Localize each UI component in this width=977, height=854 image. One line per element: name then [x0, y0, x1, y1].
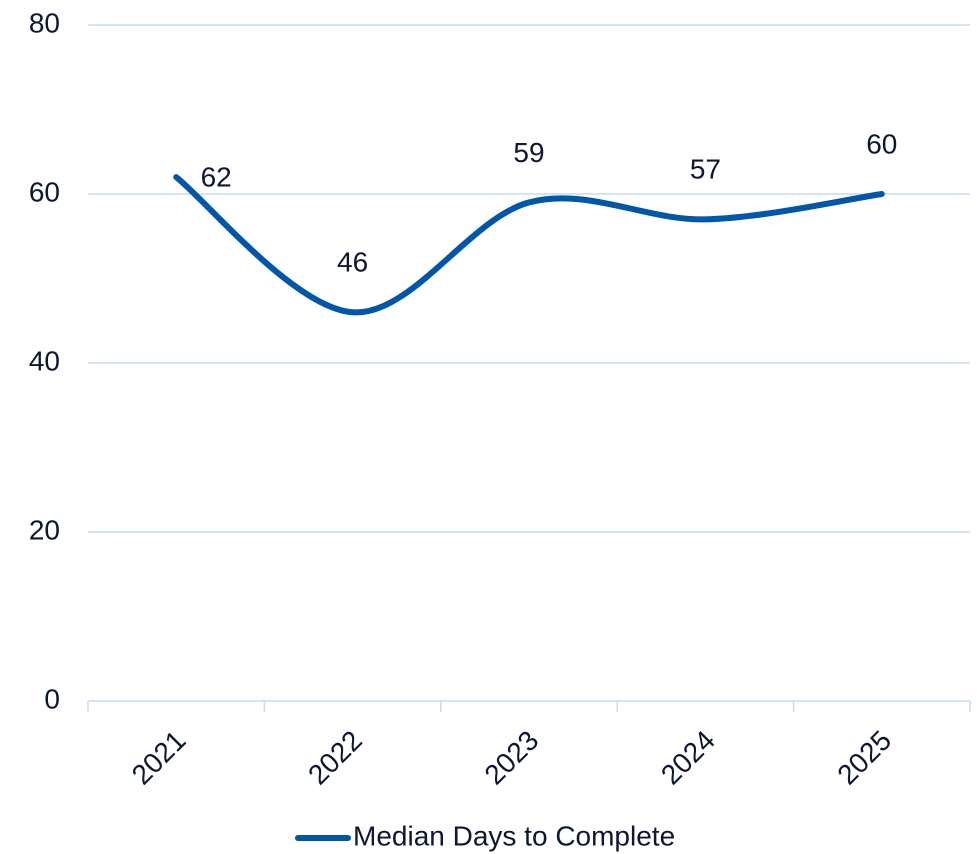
y-tick-label: 40: [29, 345, 60, 376]
x-tick-label: 2021: [126, 725, 192, 791]
data-label: 46: [337, 247, 368, 278]
x-tick-label: 2025: [831, 725, 897, 791]
data-label: 59: [513, 137, 544, 168]
y-tick-label: 20: [29, 514, 60, 545]
x-tick-label: 2023: [478, 725, 544, 791]
legend-label: Median Days to Complete: [353, 820, 675, 851]
data-label: 62: [201, 161, 232, 192]
data-label: 60: [866, 128, 897, 159]
x-tick-label: 2022: [302, 725, 368, 791]
y-tick-label: 0: [44, 683, 60, 714]
y-tick-label: 60: [29, 176, 60, 207]
y-tick-label: 80: [29, 7, 60, 38]
line: [173, 174, 885, 316]
x-tick-label: 2024: [655, 725, 721, 791]
data-label: 57: [690, 154, 721, 185]
